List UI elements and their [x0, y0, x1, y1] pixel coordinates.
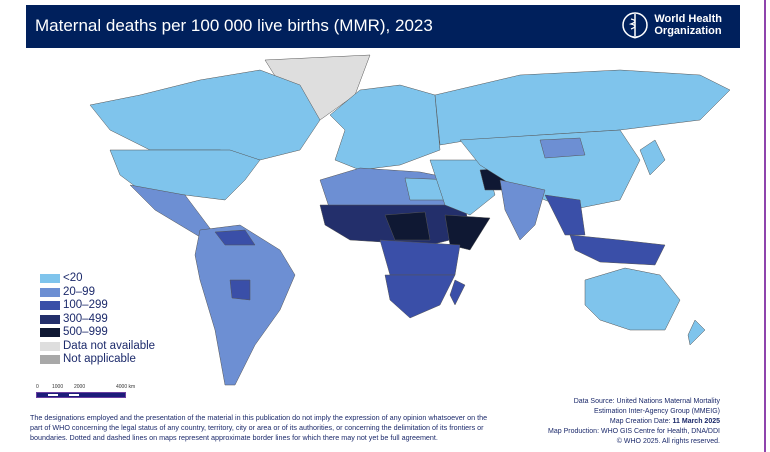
russia-north-asia	[434, 69, 731, 146]
usa	[109, 149, 261, 201]
legend-swatch	[40, 341, 60, 351]
page-edge-line	[764, 0, 766, 452]
legend-item: 20–99	[40, 286, 155, 300]
legend-swatch	[40, 301, 60, 311]
legend-item: 100–299	[40, 299, 155, 313]
legend-label: Data not available	[63, 339, 156, 352]
legend-label: <20	[63, 272, 83, 284]
central-asia-china	[459, 129, 641, 211]
new-zealand	[687, 319, 706, 346]
legend-swatch	[40, 287, 60, 297]
venezuela-guyana	[214, 229, 256, 246]
map-title: Maternal deaths per 100 000 live births …	[35, 16, 433, 35]
australia	[584, 267, 681, 331]
creation-label: Map Creation Date:	[609, 418, 673, 425]
scale-bar: 0 1000 2000 4000 km	[36, 384, 146, 400]
map-header: Maternal deaths per 100 000 live births …	[26, 5, 740, 48]
source-line: Data Source: United Nations Maternal Mor…	[573, 398, 720, 405]
legend-swatch	[40, 328, 60, 338]
sahel-high	[384, 211, 431, 241]
legend-item: 500–999	[40, 326, 155, 340]
indonesia-png	[569, 234, 666, 266]
madagascar	[449, 279, 466, 306]
scale-tick: 0	[36, 384, 39, 390]
legend-swatch	[40, 355, 60, 365]
southeast-asia	[544, 194, 586, 236]
europe	[329, 84, 441, 171]
creation-date: 11 March 2025	[672, 418, 720, 425]
legend-item: Not applicable	[40, 353, 155, 367]
legend-label: 20–99	[63, 285, 95, 298]
south-asia	[499, 179, 546, 241]
southern-africa	[384, 274, 456, 319]
source-line: Estimation Inter-Agency Group (MMEIG)	[593, 408, 720, 415]
world-map	[89, 54, 731, 386]
legend-label: 500–999	[63, 326, 108, 338]
data-source: Data Source: United Nations Maternal Mor…	[520, 397, 720, 447]
copyright: © WHO 2025. All rights reserved.	[616, 438, 720, 445]
legend-swatch	[40, 314, 60, 324]
legend-label: 100–299	[63, 299, 108, 311]
org-name-line1: World Health	[654, 13, 722, 25]
org-name-line2: Organization	[654, 25, 722, 37]
legend-item: <20	[40, 272, 155, 286]
south-america	[194, 224, 296, 386]
legend-item: 300–499	[40, 313, 155, 327]
disclaimer: The designations employed and the presen…	[30, 413, 488, 442]
horn-of-africa	[444, 214, 491, 251]
map-legend: <20 20–99 100–299 300–499 500–999 Data n…	[40, 272, 155, 367]
mongolia	[539, 137, 586, 159]
scale-tick: 4000 km	[116, 384, 136, 390]
legend-item: Data not available	[40, 340, 155, 354]
legend-label: 300–499	[63, 312, 108, 325]
canada-alaska	[89, 69, 321, 161]
scale-bar-graphic	[36, 392, 126, 398]
bolivia	[229, 279, 251, 301]
creation-date-line: Map Creation Date: 11 March 2025	[520, 417, 720, 427]
japan-korea	[639, 139, 666, 176]
central-africa	[379, 239, 461, 276]
who-emblem-icon	[622, 12, 649, 39]
scale-tick: 2000	[74, 384, 86, 390]
legend-swatch	[40, 274, 60, 284]
production-line: Map Production: WHO GIS Centre for Healt…	[548, 428, 720, 435]
legend-label: Not applicable	[63, 353, 136, 365]
who-logo: World Health Organization	[620, 10, 722, 40]
scale-tick: 1000	[52, 384, 64, 390]
